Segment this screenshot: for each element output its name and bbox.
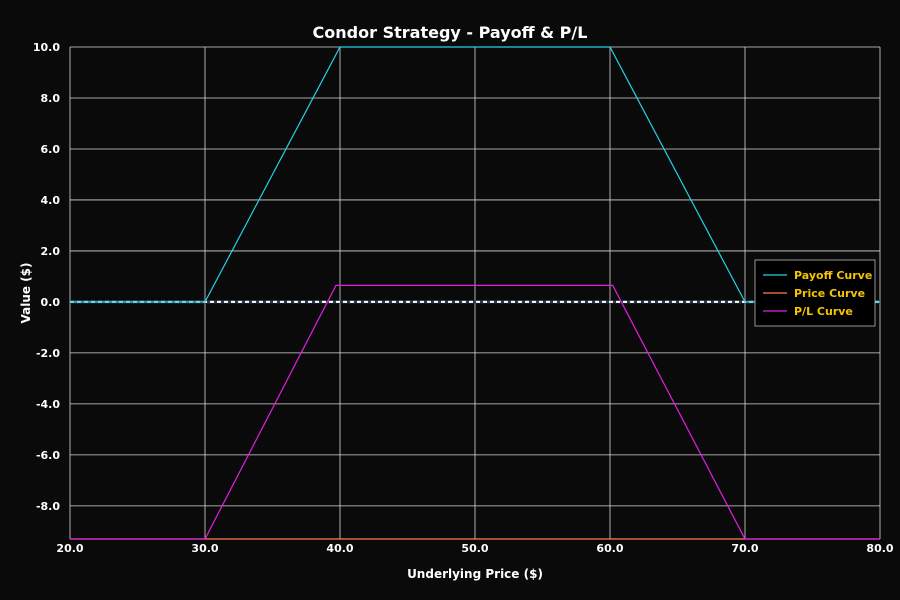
legend-label: P/L Curve xyxy=(794,305,853,318)
x-tick-label: 40.0 xyxy=(326,542,353,555)
y-tick-label: 10.0 xyxy=(33,41,60,54)
y-tick-label: -4.0 xyxy=(36,398,60,411)
y-tick-label: 2.0 xyxy=(41,245,61,258)
y-tick-label: 0.0 xyxy=(41,296,61,309)
x-axis-label: Underlying Price ($) xyxy=(407,567,543,581)
y-tick-label: -2.0 xyxy=(36,347,60,360)
grid xyxy=(69,46,881,539)
y-tick-label: 4.0 xyxy=(41,194,61,207)
legend: Payoff Curve Price Curve P/L Curve xyxy=(754,259,876,327)
x-tick-label: 60.0 xyxy=(596,542,623,555)
y-tick-label: 6.0 xyxy=(41,143,61,156)
x-tick-label: 80.0 xyxy=(866,542,893,555)
x-tick-label: 50.0 xyxy=(461,542,488,555)
legend-label: Price Curve xyxy=(794,287,865,300)
y-tick-label: -6.0 xyxy=(36,449,60,462)
y-axis-label: Value ($) xyxy=(19,262,33,323)
y-tick-label: 8.0 xyxy=(41,92,61,105)
x-tick-label: 30.0 xyxy=(191,542,218,555)
x-tick-label: 70.0 xyxy=(731,542,758,555)
series-line-p-l-curve xyxy=(70,284,880,540)
x-tick-label: 20.0 xyxy=(56,542,83,555)
tick-labels: 20.0 30.0 40.0 50.0 60.0 70.0 80.0 10.0 8.0 6.0 4.… xyxy=(33,41,894,555)
y-tick-label: -8.0 xyxy=(36,500,60,513)
legend-label: Payoff Curve xyxy=(794,269,872,282)
chart-title: Condor Strategy - Payoff & P/L xyxy=(313,23,588,42)
